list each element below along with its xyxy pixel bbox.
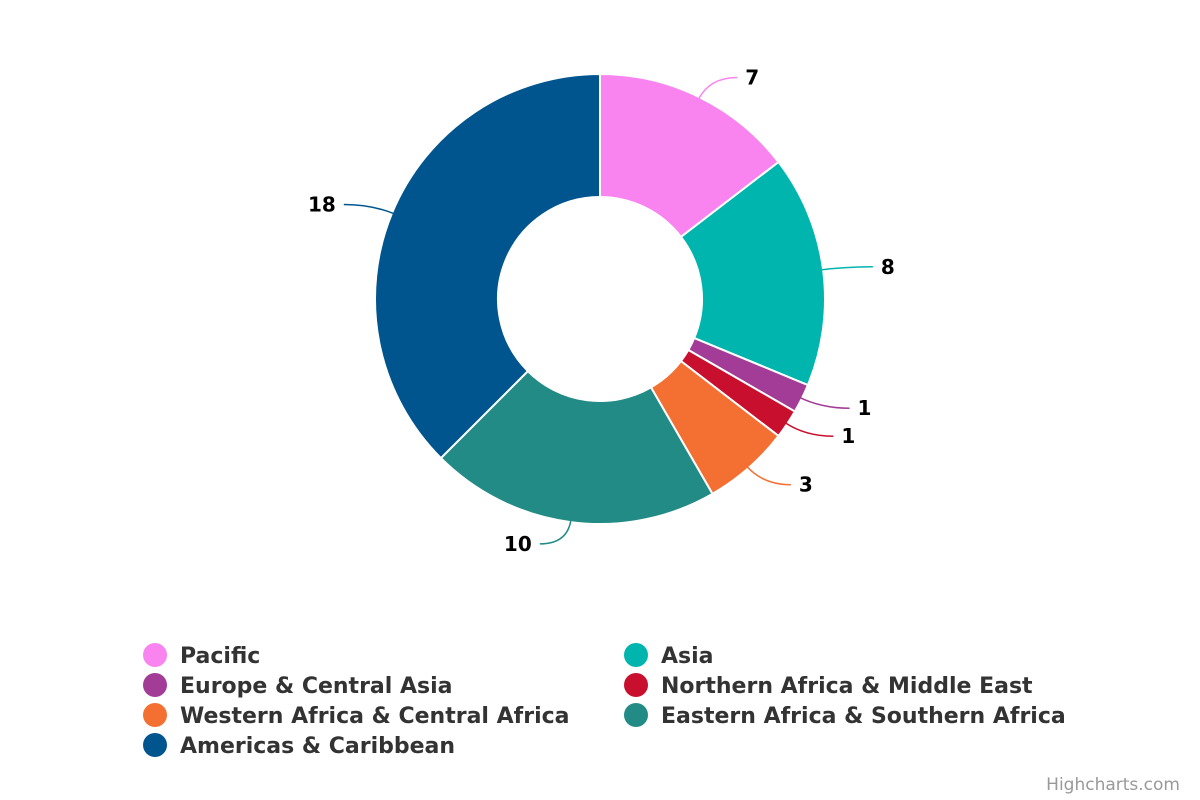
legend-label-europe-and-central-asia: Europe & Central Asia: [180, 674, 452, 699]
slice-asia[interactable]: [679, 160, 826, 387]
data-label-western-africa-and-central-africa: 3: [799, 473, 813, 497]
connector-eastern-africa-and-southern-africa: [539, 518, 572, 545]
legend[interactable]: Pacific Asia Europe & Central Asia Northern…: [143, 643, 1066, 759]
legend-label-pacific: Pacific: [180, 644, 260, 669]
data-label-europe-and-central-asia: 1: [858, 396, 872, 420]
legend-marker-eastern-africa-and-southern-africa: [624, 703, 648, 727]
legend-label-northern-africa-and-middle-east: Northern Africa & Middle East: [661, 674, 1033, 699]
connectors-group: [343, 76, 873, 545]
connector-northern-africa-and-middle-east: [784, 421, 834, 437]
credits-link[interactable]: Highcharts.com: [1046, 775, 1180, 795]
legend-marker-northern-africa-and-middle-east: [624, 673, 648, 697]
data-label-eastern-africa-and-southern-africa: 10: [504, 532, 532, 556]
legend-item-asia[interactable]: Asia: [624, 643, 714, 669]
slices-group: [374, 72, 826, 525]
legend-label-asia: Asia: [661, 644, 714, 669]
connector-western-africa-and-central-africa: [745, 465, 791, 486]
legend-label-americas-and-caribbean: Americas & Caribbean: [180, 734, 455, 759]
connector-pacific: [697, 76, 738, 101]
labels-group: 7 8 11 3 10 18: [308, 65, 895, 555]
data-label-asia: 8: [881, 255, 895, 279]
legend-item-eastern-africa-and-southern-africa[interactable]: Eastern Africa & Southern Africa: [624, 703, 1066, 729]
data-label-americas-and-caribbean: 18: [308, 192, 336, 216]
connector-europe-and-central-asia: [798, 396, 850, 409]
data-label-northern-africa-and-middle-east: 1: [841, 424, 855, 448]
slice-eastern-africa-and-southern-africa[interactable]: [439, 369, 714, 525]
legend-item-americas-and-caribbean[interactable]: Americas & Caribbean: [143, 733, 455, 759]
legend-marker-europe-and-central-asia: [143, 673, 167, 697]
connector-americas-and-caribbean: [343, 203, 396, 215]
data-label-pacific: 7: [745, 65, 759, 89]
legend-marker-pacific: [143, 643, 167, 667]
legend-marker-americas-and-caribbean: [143, 733, 167, 757]
legend-item-northern-africa-and-middle-east[interactable]: Northern Africa & Middle East: [624, 673, 1033, 699]
legend-item-western-africa-and-central-africa[interactable]: Western Africa & Central Africa: [143, 703, 570, 729]
legend-item-pacific[interactable]: Pacific: [143, 643, 260, 669]
legend-label-eastern-africa-and-southern-africa: Eastern Africa & Southern Africa: [661, 704, 1066, 729]
legend-marker-western-africa-and-central-africa: [143, 703, 167, 727]
legend-label-western-africa-and-central-africa: Western Africa & Central Africa: [180, 704, 570, 729]
legend-marker-asia: [624, 643, 648, 667]
connector-asia: [820, 266, 873, 271]
legend-item-europe-and-central-asia[interactable]: Europe & Central Asia: [143, 673, 452, 699]
slice-americas-and-caribbean[interactable]: [374, 72, 601, 460]
